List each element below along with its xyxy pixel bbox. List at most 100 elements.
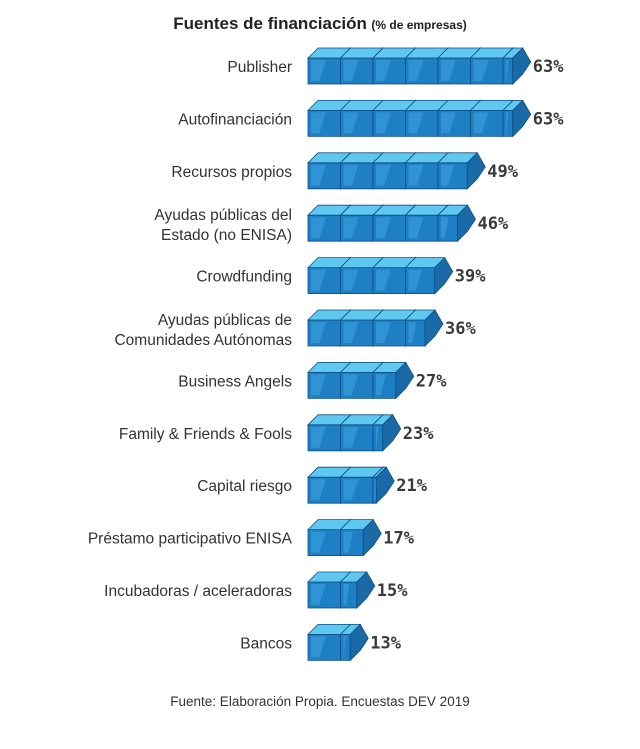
value-label: 39%: [455, 267, 486, 287]
category-label-line: Family & Friends & Fools: [119, 426, 292, 443]
category-label: Crowdfunding: [196, 269, 292, 286]
category-label-line: Ayudas públicas del: [154, 207, 292, 224]
category-label: Family & Friends & Fools: [119, 426, 292, 443]
category-label-line: Recursos propios: [171, 164, 292, 181]
bar: [307, 361, 415, 400]
bar-cube-highlight: [506, 112, 509, 134]
value-label: 63%: [533, 109, 564, 129]
bar-cube-highlight: [343, 426, 359, 448]
bar: [307, 309, 444, 347]
bar-cube-highlight: [376, 426, 379, 448]
bar-cube-highlight: [343, 584, 350, 605]
category-label-line: Autofinanciación: [178, 111, 292, 128]
value-label: 21%: [396, 476, 427, 496]
bar-cube-highlight: [441, 217, 449, 239]
bar-chart: Publisher 63% Autofinanciación 63% Recursos …: [88, 47, 564, 662]
value-label: 36%: [445, 319, 476, 339]
value-label: 17%: [383, 529, 414, 549]
value-label: 46%: [478, 214, 509, 234]
category-label-line: Incubadoras / aceleradoras: [104, 583, 292, 600]
bar-cube-side: [512, 47, 532, 85]
bar-cube-side: [382, 414, 402, 452]
bar-cube-highlight: [311, 426, 326, 448]
bar-cube-highlight: [376, 112, 391, 134]
bar-cube-highlight: [311, 112, 326, 134]
bar-cube-highlight: [408, 269, 422, 291]
bar: [307, 151, 486, 190]
bar-cube-highlight: [311, 531, 326, 553]
bar-cube-highlight: [441, 112, 456, 134]
category-label-line: Estado (no ENISA): [161, 227, 292, 244]
bar: [307, 413, 402, 452]
category-label: Publisher: [227, 59, 292, 76]
bar-cube-side: [424, 309, 444, 347]
bar-cube-side: [395, 361, 415, 400]
bar-cube-side: [349, 623, 369, 662]
bar-cube-highlight: [506, 60, 509, 81]
category-label-line: Bancos: [240, 635, 292, 652]
bar-cube-highlight: [343, 636, 346, 658]
bar: [307, 99, 532, 138]
bar: [307, 623, 369, 662]
category-label-line: Capital riesgo: [197, 478, 292, 495]
source-note: Fuente: Elaboración Propia. Encuestas DE…: [170, 694, 470, 709]
bar-cube-highlight: [311, 636, 326, 658]
bar-cube-highlight: [343, 164, 359, 186]
bar-cube-highlight: [343, 479, 359, 501]
bar: [307, 518, 382, 557]
bar-cube-highlight: [408, 164, 424, 186]
bar-cube-highlight: [408, 112, 424, 134]
bar: [307, 47, 532, 85]
value-label: 13%: [370, 633, 401, 653]
category-label: Recursos propios: [171, 164, 292, 181]
bar-cube-highlight: [343, 60, 359, 81]
bar-cube-highlight: [311, 60, 326, 81]
value-label: 49%: [487, 162, 518, 182]
value-label: 23%: [403, 424, 434, 444]
bar-cube-highlight: [376, 269, 391, 291]
category-label: Ayudas públicas de Comunidades Autónomas: [114, 312, 292, 349]
category-label: Business Angels: [178, 373, 292, 390]
bar-cube-highlight: [408, 322, 417, 343]
bar-cube-highlight: [376, 217, 391, 239]
bar-cube-highlight: [441, 60, 456, 81]
category-label: Capital riesgo: [197, 478, 292, 495]
bar-cube-highlight: [343, 269, 359, 291]
bar-cube-highlight: [408, 60, 424, 81]
bar-cube-side: [362, 518, 382, 557]
bar-cube-highlight: [441, 164, 455, 186]
bar: [307, 571, 376, 609]
value-label: 27%: [416, 371, 447, 391]
chart-title: Fuentes de financiación (% de empresas): [0, 14, 640, 34]
bar-cube-highlight: [376, 374, 386, 396]
category-label-line: Business Angels: [178, 373, 292, 390]
bar-cube-highlight: [343, 374, 359, 396]
bar-cube-side: [512, 99, 532, 138]
chart-title-main: Fuentes de financiación: [173, 14, 367, 33]
bar-cube-highlight: [343, 531, 354, 553]
category-label-line: Ayudas públicas de: [158, 312, 292, 329]
category-label: Préstamo participativo ENISA: [88, 531, 293, 548]
bar-cube-highlight: [343, 112, 359, 134]
bar-cube-highlight: [473, 60, 489, 81]
bar-cube-highlight: [376, 164, 391, 186]
bar-cube-side: [457, 204, 476, 243]
bar-cube-side: [466, 152, 486, 190]
bar-cube-highlight: [311, 479, 326, 501]
bar-cube-highlight: [311, 322, 326, 343]
category-label: Incubadoras / aceleradoras: [104, 583, 292, 600]
bar-cube-highlight: [374, 479, 376, 501]
bar-cube-highlight: [311, 584, 326, 605]
chart-title-subtitle: (% de empresas): [371, 18, 467, 32]
bar-cube-highlight: [311, 269, 326, 291]
bar-cube-highlight: [311, 164, 326, 186]
category-label-line: Préstamo participativo ENISA: [88, 531, 293, 548]
value-label: 15%: [377, 581, 408, 601]
bar-cube-side: [375, 466, 395, 505]
category-label: Autofinanciación: [178, 111, 292, 128]
bar-cube-highlight: [343, 322, 359, 343]
bar-cube-highlight: [311, 217, 326, 239]
bar-cube-highlight: [311, 374, 326, 396]
category-label-line: Crowdfunding: [196, 269, 292, 286]
bar: [307, 256, 454, 295]
